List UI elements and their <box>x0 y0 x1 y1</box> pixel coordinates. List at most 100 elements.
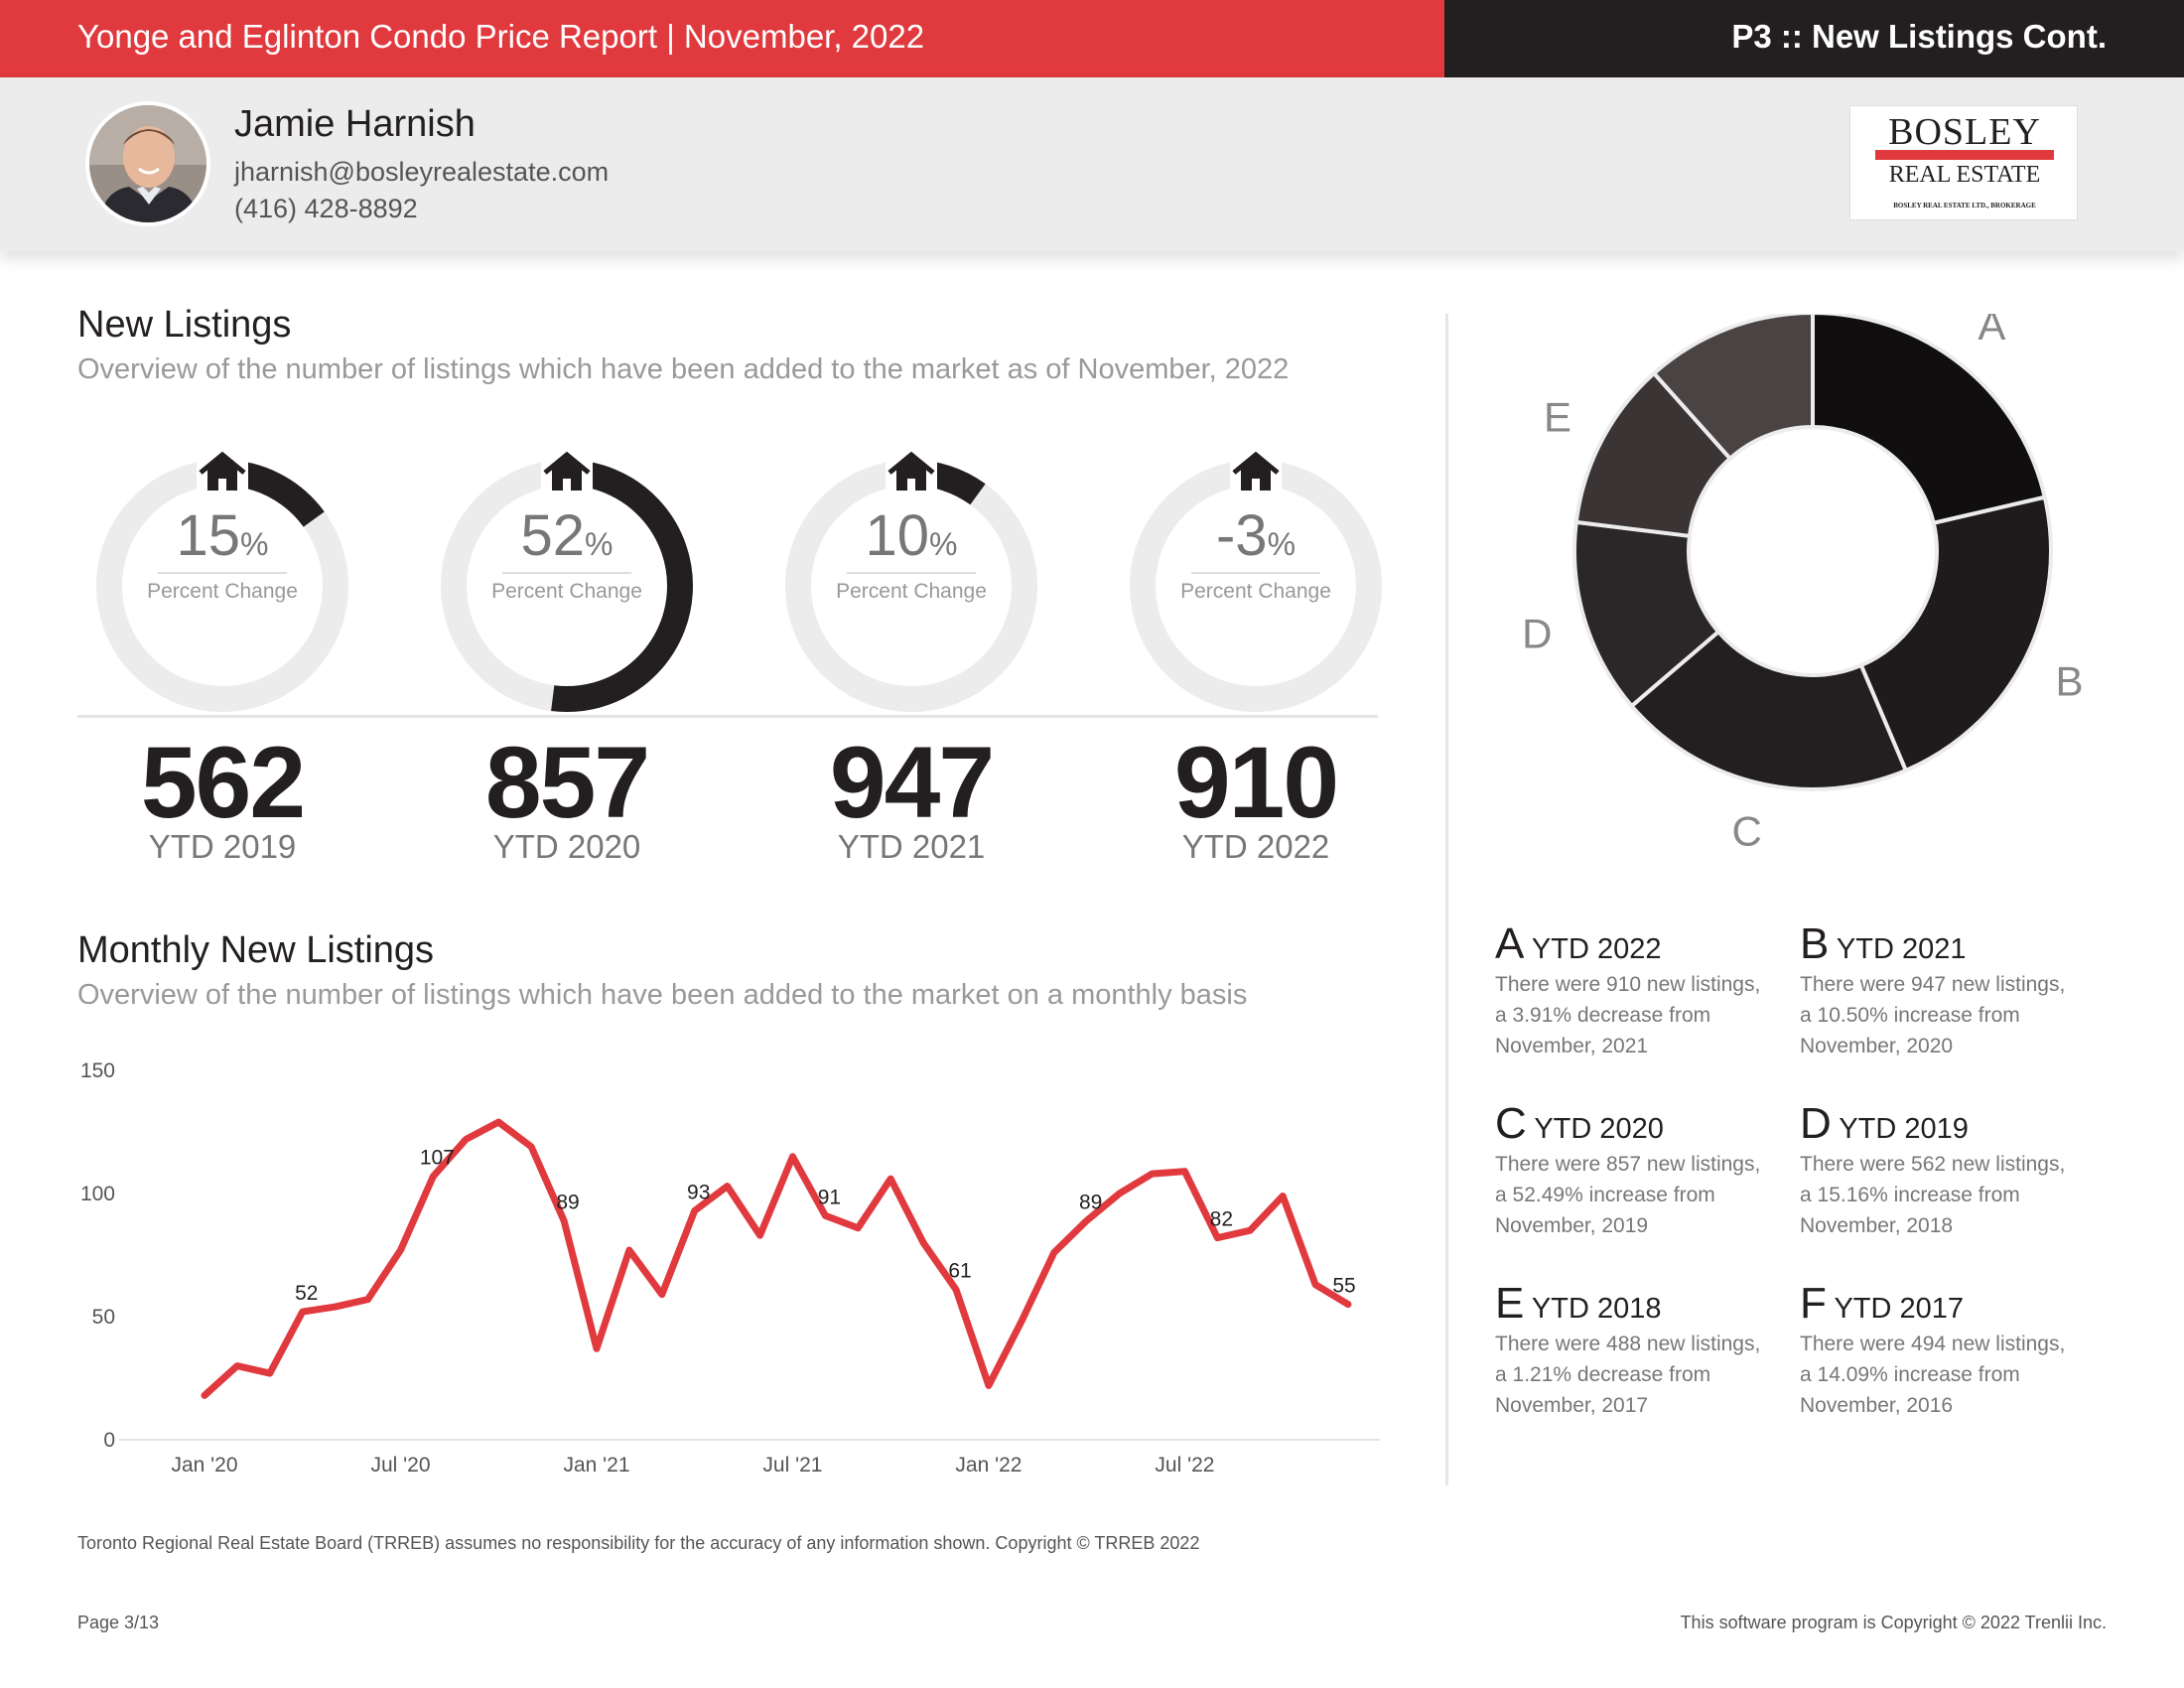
header-bar-right <box>1444 0 2184 77</box>
legend-item-a: A YTD 2022 There were 910 new listings, a… <box>1495 919 1793 1061</box>
ytd-year-label: YTD 2019 <box>148 828 297 865</box>
legend-line: November, 2020 <box>1800 1035 1954 1057</box>
legend-line: November, 2019 <box>1495 1214 1649 1237</box>
donut-label-e: E <box>1544 394 1571 441</box>
new-listings-title: New Listings <box>77 304 292 346</box>
gauge-divider <box>502 572 631 574</box>
legend-year: YTD 2019 <box>1839 1113 1969 1145</box>
legend-letter: F <box>1800 1279 1827 1328</box>
gauge-divider <box>847 572 976 574</box>
page-number: Page 3/13 <box>77 1613 160 1632</box>
legend-letter: C <box>1495 1099 1527 1148</box>
x-tick-label: Jan '20 <box>171 1454 237 1477</box>
logo-red-bar <box>1875 150 2054 160</box>
disclaimer-note: Toronto Regional Real Estate Board (TRRE… <box>77 1533 1200 1553</box>
gauge-2022 <box>1127 427 1385 715</box>
x-tick-label: Jan '22 <box>955 1454 1022 1477</box>
gauge-value: 52% <box>520 503 614 568</box>
ytd-total: 562 <box>140 726 306 839</box>
monthly-line-chart: 0 50 100 150 Jan '20 Jul '20 Jan '21 Jul '21 Jan… <box>80 1059 1380 1477</box>
logo-subtitle: REAL ESTATE <box>1888 162 2041 188</box>
agent-header <box>0 77 2184 251</box>
gauge-ring <box>441 451 693 712</box>
legend-line: There were 947 new listings, <box>1800 973 2066 996</box>
house-icon <box>1230 451 1282 494</box>
gauge-2021 <box>782 427 1040 715</box>
donut-slice-f <box>1651 314 1815 462</box>
donut-label-a: A <box>1978 314 2005 349</box>
gauge-ring <box>96 451 348 712</box>
page-label: P3 :: New Listings Cont. <box>1731 18 2107 55</box>
gauge-label: Percent Change <box>1180 580 1331 603</box>
legend-line: a 14.09% increase from <box>1800 1363 2020 1386</box>
legend-year: YTD 2021 <box>1836 933 1967 965</box>
brokerage-logo: BOSLEY REAL ESTATE BOSLEY REAL ESTATE LT… <box>1849 105 2078 220</box>
gauge-label: Percent Change <box>836 580 987 603</box>
legend-item-b: B YTD 2021 There were 947 new listings, a… <box>1800 919 2098 1061</box>
legend-line: There were 488 new listings, <box>1495 1333 1761 1355</box>
header-bar-left <box>0 0 1444 77</box>
ytd-total: 947 <box>829 726 995 839</box>
legend-line: November, 2021 <box>1495 1035 1649 1057</box>
legend-line: November, 2018 <box>1800 1214 1954 1237</box>
donut-label-d: D <box>1522 611 1552 657</box>
x-tick-label: Jul '21 <box>762 1454 822 1477</box>
report-title: Yonge and Eglinton Condo Price Report | … <box>77 18 925 55</box>
donut-slice-c <box>1628 629 1909 791</box>
data-label: 89 <box>1079 1191 1102 1213</box>
ytd-year-label: YTD 2021 <box>837 828 986 865</box>
ytd-total: 857 <box>484 726 650 839</box>
section-divider <box>77 715 1378 718</box>
gauge-label: Percent Change <box>491 580 642 603</box>
data-label: 93 <box>687 1181 710 1203</box>
ytd-donut-chart: ABCDEF <box>1522 314 2083 854</box>
legend-line: November, 2017 <box>1495 1394 1649 1417</box>
legend-line: There were 494 new listings, <box>1800 1333 2066 1355</box>
data-label: 107 <box>420 1147 455 1170</box>
gauge-divider <box>158 572 287 574</box>
column-divider <box>1445 314 1448 1485</box>
agent-email[interactable]: jharnish@bosleyrealestate.com <box>234 157 610 187</box>
monthly-subtitle: Overview of the number of listings which… <box>77 979 1248 1011</box>
gauge-fill-arc <box>551 460 693 712</box>
ytd-total: 910 <box>1173 726 1339 839</box>
agent-name: Jamie Harnish <box>234 103 476 145</box>
y-tick-label: 100 <box>80 1183 115 1205</box>
data-label: 52 <box>295 1282 318 1305</box>
series-line <box>201 1118 1352 1399</box>
legend-year: YTD 2018 <box>1531 1293 1662 1325</box>
y-tick-label: 150 <box>80 1059 115 1082</box>
gauge-ring <box>1130 451 1382 712</box>
donut-label-c: C <box>1731 807 1761 854</box>
y-tick-label: 50 <box>92 1306 115 1329</box>
house-icon <box>197 451 248 494</box>
y-tick-label: 0 <box>103 1429 115 1452</box>
donut-slice-a <box>1811 314 2048 526</box>
legend-line: a 52.49% increase from <box>1495 1184 1715 1206</box>
legend-year: YTD 2017 <box>1834 1293 1965 1325</box>
logo-tagline: BOSLEY REAL ESTATE LTD., BROKERAGE <box>1893 202 2036 210</box>
x-tick-label: Jan '21 <box>563 1454 629 1477</box>
donut-slice-b <box>1858 494 2053 774</box>
new-listings-subtitle: Overview of the number of listings which… <box>77 353 1290 385</box>
legend-line: There were 562 new listings, <box>1800 1153 2066 1176</box>
logo-wordmark: BOSLEY <box>1888 111 2041 153</box>
legend-year: YTD 2022 <box>1531 933 1662 965</box>
legend-letter: E <box>1495 1279 1525 1328</box>
legend-line: a 15.16% increase from <box>1800 1184 2020 1206</box>
house-icon <box>541 451 593 494</box>
gauge-2019 <box>93 427 351 715</box>
x-tick-label: Jul '20 <box>370 1454 430 1477</box>
legend-line: November, 2016 <box>1800 1394 1954 1417</box>
monthly-title: Monthly New Listings <box>77 929 435 971</box>
legend-item-d: D YTD 2019 There were 562 new listings, a… <box>1800 1099 2098 1241</box>
agent-phone[interactable]: (416) 428-8892 <box>234 194 418 223</box>
legend-letter: D <box>1800 1099 1832 1148</box>
legend-item-f: F YTD 2017 There were 494 new listings, a… <box>1800 1279 2098 1421</box>
software-copyright: This software program is Copyright © 202… <box>1680 1613 2107 1632</box>
data-label: 89 <box>556 1191 579 1213</box>
gauge-divider <box>1191 572 1320 574</box>
donut-label-b: B <box>2055 658 2083 705</box>
legend-item-c: C YTD 2020 There were 857 new listings, a… <box>1495 1099 1793 1241</box>
legend-line: a 1.21% decrease from <box>1495 1363 1711 1386</box>
